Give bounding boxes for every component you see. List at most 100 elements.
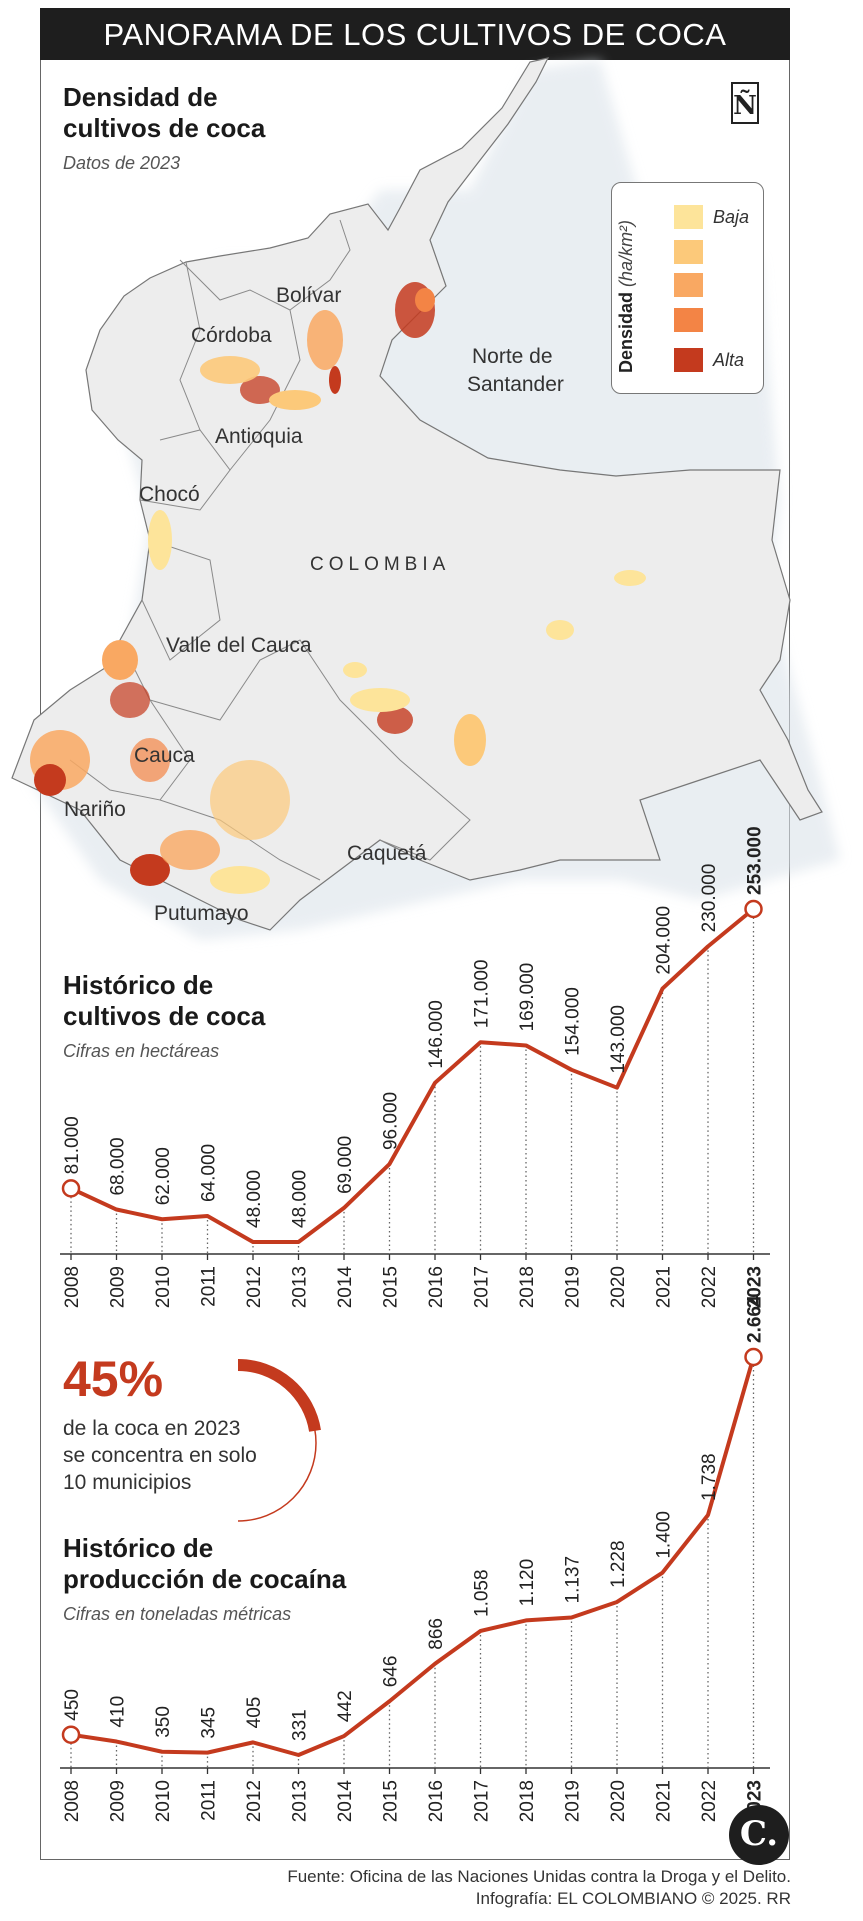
region-label-santander: Santander bbox=[467, 373, 564, 396]
region-label-antioquia: Antioquia bbox=[215, 425, 303, 448]
page-title: PANORAMA DE LOS CULTIVOS DE COCA bbox=[40, 8, 790, 60]
cocaine-x-tick-label: 2016 bbox=[426, 1780, 447, 1822]
cocaine-x-tick-label: 2008 bbox=[62, 1780, 83, 1822]
region-label-valle-del-cauca: Valle del Cauca bbox=[166, 634, 312, 657]
hectares-data-label: 64.000 bbox=[199, 1144, 220, 1202]
cocaine-data-label: 331 bbox=[290, 1709, 311, 1741]
hectares-x-tick-label: 2011 bbox=[199, 1266, 220, 1307]
cocaine-x-tick-label: 2012 bbox=[244, 1780, 265, 1822]
cocaine-data-label: 405 bbox=[244, 1697, 265, 1729]
hectares-x-tick-label: 2020 bbox=[608, 1266, 629, 1308]
cocaine-data-label: 1.120 bbox=[517, 1559, 538, 1607]
cocaine-x-tick-label: 2010 bbox=[153, 1780, 174, 1822]
legend-low-label: Baja bbox=[713, 207, 750, 227]
stat-value: 45% bbox=[63, 1351, 164, 1407]
cocaine-data-label: 1.228 bbox=[608, 1540, 629, 1588]
source-text: Fuente: Oficina de las Naciones Unidas c… bbox=[287, 1867, 791, 1886]
region-label-norte-de: Norte de bbox=[472, 345, 553, 368]
hectares-data-label: 48.000 bbox=[244, 1170, 265, 1228]
cocaine-x-tick-label: 2011 bbox=[199, 1780, 220, 1821]
cocaine-data-label: 345 bbox=[199, 1707, 220, 1739]
hectares-data-label: 68.000 bbox=[108, 1137, 129, 1195]
cocaine-x-tick-label: 2018 bbox=[517, 1780, 538, 1822]
hectares-x-tick-label: 2021 bbox=[654, 1266, 675, 1308]
region-label-cordoba: Córdoba bbox=[191, 324, 272, 347]
cocaine-data-label: 1.058 bbox=[472, 1569, 493, 1617]
cocaine-subtitle: Cifras en toneladas métricas bbox=[63, 1604, 292, 1624]
hectares-data-label: 96.000 bbox=[381, 1092, 402, 1150]
hectares-data-label: 171.000 bbox=[472, 960, 493, 1029]
hectares-point-marker bbox=[744, 899, 763, 919]
hectares-title-line1: Histórico de bbox=[63, 970, 214, 1000]
legend-swatch-4 bbox=[674, 308, 703, 332]
hectares-data-label: 69.000 bbox=[335, 1136, 356, 1194]
coca-density-patches bbox=[30, 282, 646, 894]
hectares-x-tick-label: 2022 bbox=[699, 1266, 720, 1308]
hectares-x-tick-label: 2015 bbox=[381, 1266, 402, 1308]
cocaine-data-label: 1.400 bbox=[654, 1511, 675, 1559]
legend-high-label: Alta bbox=[713, 350, 745, 370]
cocaine-data-label: 2.664 bbox=[745, 1295, 766, 1343]
hectares-series-line bbox=[70, 907, 755, 1244]
hectares-subtitle: Cifras en hectáreas bbox=[63, 1041, 220, 1061]
legend-swatch-3 bbox=[674, 273, 703, 297]
hectares-title-line2: cultivos de coca bbox=[63, 1001, 266, 1031]
map-subtitle: Datos de 2023 bbox=[63, 153, 181, 173]
map-title-line1: Densidad de bbox=[63, 82, 218, 112]
hectares-x-tick-label: 2018 bbox=[517, 1266, 538, 1308]
hectares-x-tick-label: 2008 bbox=[62, 1266, 83, 1308]
legend-swatch-1 bbox=[674, 205, 703, 229]
cocaine-series-line bbox=[70, 1356, 756, 1757]
credit-text: Infografía: EL COLOMBIANO © 2025. RR bbox=[475, 1889, 791, 1908]
hectares-x-tick-label: 2014 bbox=[335, 1266, 356, 1309]
cocaine-data-label: 442 bbox=[335, 1690, 356, 1722]
stat-text: de la coca en 2023 se concentra en solo … bbox=[63, 1415, 293, 1496]
country-label: COLOMBIA bbox=[310, 554, 451, 575]
hectares-x-tick-label: 2016 bbox=[426, 1266, 447, 1308]
map-title-line2: cultivos de coca bbox=[63, 113, 266, 143]
region-label-putumayo: Putumayo bbox=[154, 902, 249, 925]
cocaine-data-label: 646 bbox=[381, 1656, 402, 1688]
cocaine-title-line1: Histórico de bbox=[63, 1533, 214, 1563]
cocaine-x-tick-label: 2021 bbox=[654, 1780, 675, 1822]
cocaine-x-tick-label: 2009 bbox=[108, 1780, 129, 1822]
region-label-caqueta: Caquetá bbox=[347, 842, 427, 865]
cocaine-x-tick-label: 2019 bbox=[563, 1780, 584, 1822]
cocaine-point-marker bbox=[744, 1347, 763, 1367]
stat-text-line3: 10 municipios bbox=[63, 1471, 192, 1494]
source-note: Fuente: Oficina de las Naciones Unidas c… bbox=[287, 1866, 791, 1910]
cocaine-data-label: 450 bbox=[62, 1689, 83, 1721]
hectares-data-label: 81.000 bbox=[62, 1116, 83, 1174]
stat-gauge-fill bbox=[237, 1359, 321, 1432]
density-legend: Densidad (ha/km²) Baja Alta bbox=[611, 182, 764, 394]
hectares-data-label: 143.000 bbox=[608, 1005, 629, 1074]
region-label-cauca: Cauca bbox=[134, 744, 195, 767]
hectares-data-label: 204.000 bbox=[654, 906, 675, 975]
hectares-point-marker bbox=[61, 1179, 81, 1198]
region-label-bolivar: Bolívar bbox=[276, 284, 342, 307]
hectares-x-tick-label: 2013 bbox=[290, 1266, 311, 1308]
cocaine-x-tick-label: 2020 bbox=[608, 1780, 629, 1822]
cocaine-data-label: 1.738 bbox=[699, 1453, 720, 1501]
hectares-data-label: 230.000 bbox=[699, 864, 720, 933]
hectares-x-tick-label: 2023 bbox=[745, 1266, 766, 1308]
cocaine-x-tick-label: 2013 bbox=[290, 1780, 311, 1822]
cocaine-data-label: 1.137 bbox=[563, 1556, 584, 1604]
hectares-x-tick-label: 2019 bbox=[563, 1266, 584, 1308]
country-shape bbox=[11, 57, 823, 931]
cocaine-x-tick-label: 2022 bbox=[699, 1780, 720, 1822]
hectares-data-label: 169.000 bbox=[517, 963, 538, 1032]
hectares-data-label: 253.000 bbox=[745, 826, 766, 895]
stat-gauge bbox=[237, 1359, 321, 1522]
legend-swatch-2 bbox=[674, 240, 703, 264]
cocaine-data-label: 350 bbox=[153, 1706, 174, 1738]
cocaine-x-tick-label: 2015 bbox=[381, 1780, 402, 1822]
hectares-data-label: 48.000 bbox=[290, 1170, 311, 1228]
cocaine-x-tick-label: 2014 bbox=[335, 1780, 356, 1823]
hectares-x-tick-label: 2010 bbox=[153, 1266, 174, 1308]
cocaine-x-tick-label: 2017 bbox=[472, 1780, 493, 1822]
region-label-choco: Chocó bbox=[139, 483, 200, 506]
legend-swatch-5 bbox=[674, 348, 703, 372]
